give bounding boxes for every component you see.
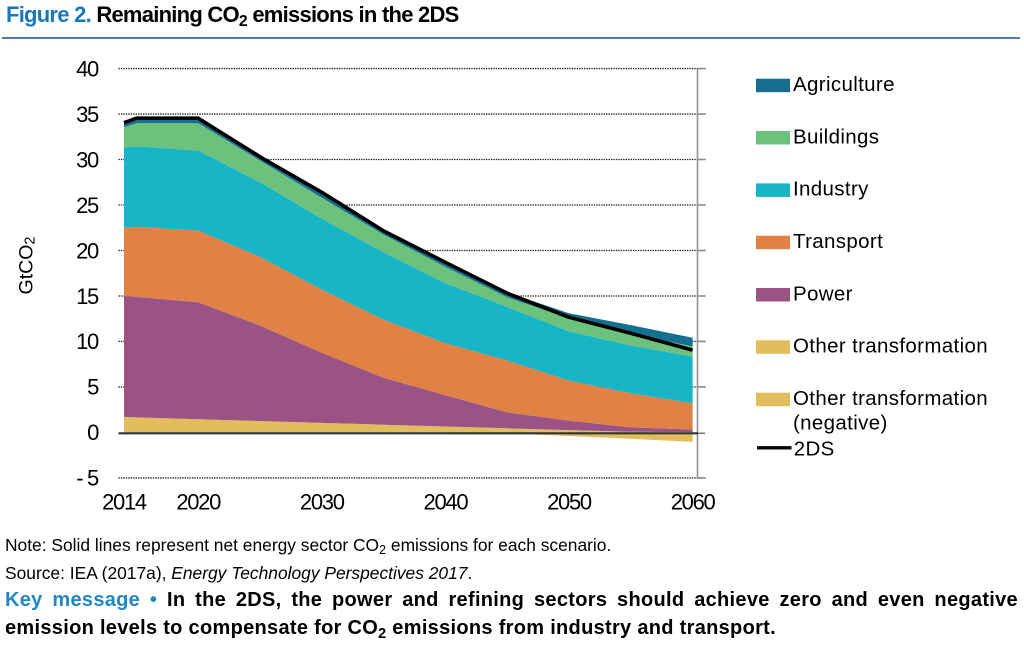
svg-text:30: 30 — [76, 147, 99, 172]
svg-text:Other transformation: Other transformation — [793, 335, 988, 358]
svg-text:2DS: 2DS — [794, 438, 835, 461]
svg-text:0: 0 — [87, 420, 99, 445]
svg-text:Power: Power — [793, 282, 853, 305]
svg-text:5: 5 — [87, 375, 99, 400]
svg-text:2030: 2030 — [300, 489, 345, 514]
svg-text:2060: 2060 — [671, 489, 716, 514]
svg-text:Transport: Transport — [793, 230, 883, 253]
svg-text:10: 10 — [76, 329, 99, 354]
svg-text:25: 25 — [76, 193, 99, 218]
svg-text:15: 15 — [76, 284, 99, 309]
svg-text:40: 40 — [76, 56, 99, 81]
svg-text:2040: 2040 — [424, 489, 469, 514]
svg-text:GtCO2: GtCO2 — [16, 237, 39, 295]
svg-text:2050: 2050 — [547, 489, 592, 514]
svg-text:2014: 2014 — [102, 489, 147, 514]
svg-text:35: 35 — [76, 102, 99, 127]
svg-text:(negative): (negative) — [793, 412, 888, 435]
svg-text:Agriculture: Agriculture — [793, 73, 895, 96]
svg-text:Buildings: Buildings — [793, 125, 879, 148]
svg-text:2020: 2020 — [176, 489, 221, 514]
svg-text:Other transformation: Other transformation — [793, 387, 988, 410]
svg-text:20: 20 — [76, 238, 99, 263]
svg-text:- 5: - 5 — [76, 466, 99, 491]
svg-text:Industry: Industry — [793, 178, 869, 201]
